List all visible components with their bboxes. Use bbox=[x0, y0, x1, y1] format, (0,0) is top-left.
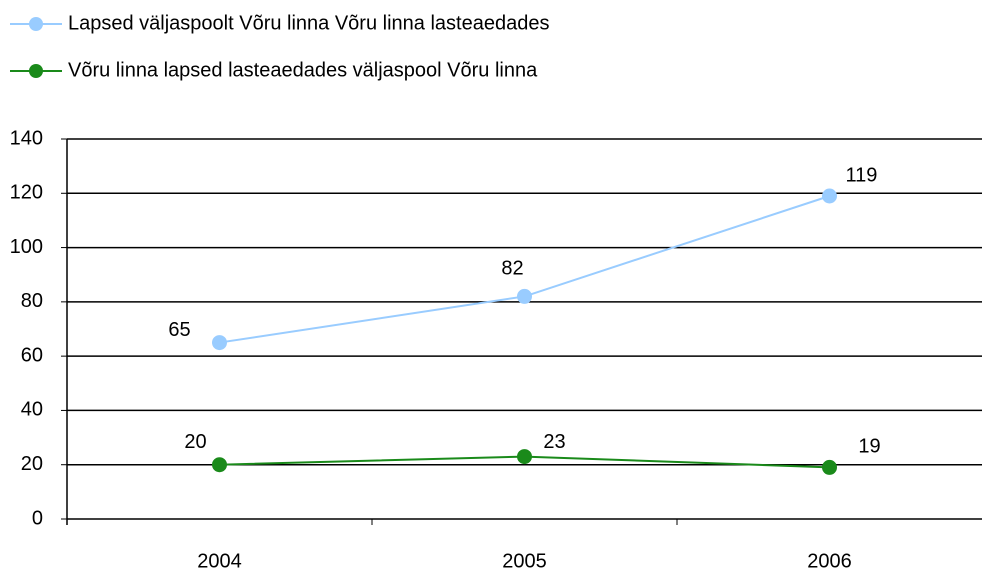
x-tick-label: 2005 bbox=[502, 550, 547, 572]
y-tick-label: 140 bbox=[10, 127, 43, 149]
y-tick-label: 40 bbox=[21, 399, 43, 421]
data-label: 19 bbox=[858, 436, 880, 458]
y-tick-label: 80 bbox=[21, 290, 43, 312]
point bbox=[517, 449, 532, 465]
point bbox=[212, 335, 227, 351]
data-label: 119 bbox=[846, 164, 878, 186]
x-tick-label: 2006 bbox=[807, 550, 852, 572]
data-label: 23 bbox=[543, 431, 565, 453]
data-label: 20 bbox=[184, 431, 206, 453]
legend-marker bbox=[29, 17, 43, 31]
y-tick-label: 60 bbox=[21, 344, 43, 366]
data-label: 82 bbox=[501, 258, 523, 280]
y-tick-label: 20 bbox=[21, 453, 43, 475]
point bbox=[822, 459, 837, 475]
data-label: 65 bbox=[168, 319, 190, 341]
series-line bbox=[219, 195, 830, 344]
legend-label: Võru linna lapsed lasteaedades väljaspoo… bbox=[68, 59, 538, 81]
y-tick-label: 100 bbox=[10, 236, 43, 258]
legend-label: Lapsed väljaspoolt Võru linna Võru linna… bbox=[68, 12, 549, 34]
point bbox=[517, 288, 532, 304]
point bbox=[212, 457, 227, 473]
point bbox=[822, 188, 837, 204]
x-tick-label: 2004 bbox=[197, 550, 242, 572]
y-tick-label: 0 bbox=[32, 507, 43, 529]
y-tick-label: 120 bbox=[10, 182, 43, 204]
legend-marker bbox=[29, 64, 43, 78]
